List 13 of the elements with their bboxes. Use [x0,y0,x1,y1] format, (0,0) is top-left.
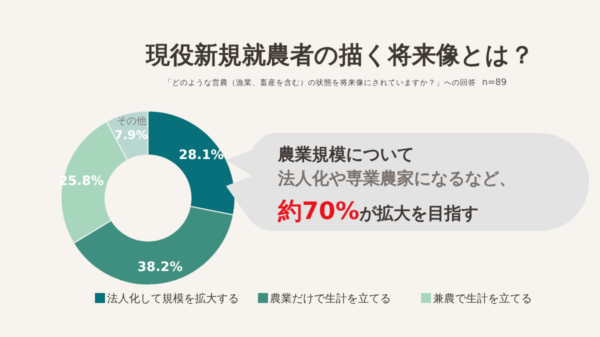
slice-label: その他 [116,115,146,128]
text: 約70% [277,197,360,225]
data-label: 7.9% [114,128,148,142]
chart-title: 現役新規就農者の描く将来像とは？ [145,41,534,69]
data-label: 28.1% [178,148,224,164]
text: 法人化や専業農家になるなど、 [277,169,516,189]
text: n=89 [482,78,507,88]
text: が拡大を目指す [358,204,478,224]
legend-label: 法人化して規模を拡大する [107,292,239,305]
text: 農業規模について [277,145,414,165]
legend-label: 兼農で生計を立てる [433,292,532,305]
legend-label: 農業だけで生計を立てる [270,292,391,305]
data-label: 38.2% [138,260,183,275]
